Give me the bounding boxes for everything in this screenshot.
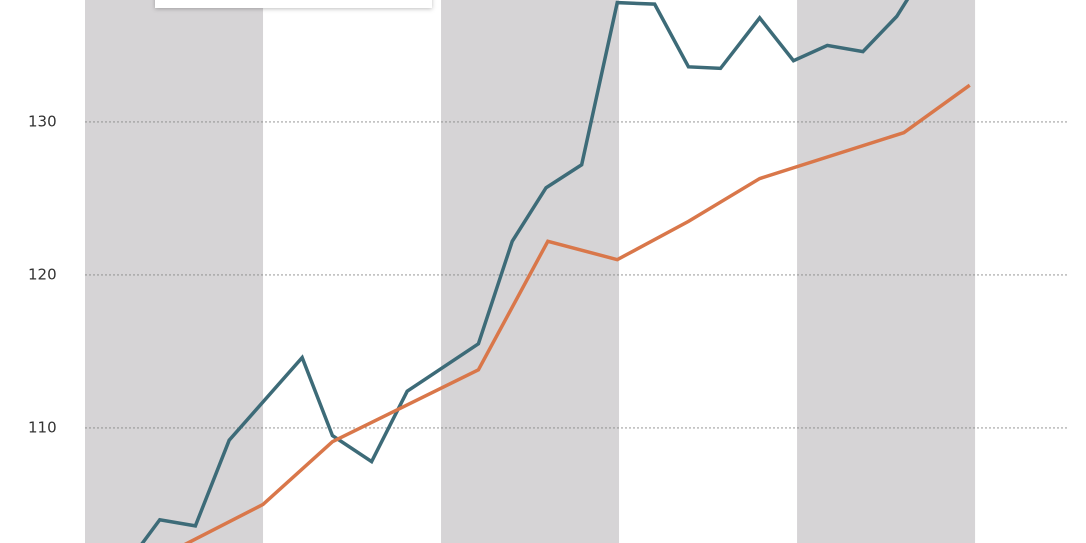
series-line	[140, 0, 910, 543]
y-tick-label: 130	[28, 112, 57, 130]
series-line	[183, 83, 971, 543]
y-tick-label: 120	[28, 265, 57, 283]
y-tick-label: 110	[28, 418, 57, 436]
lines	[140, 0, 971, 543]
grid: 110 120 130	[28, 112, 1068, 436]
shaded-band	[85, 0, 264, 543]
shaded-band	[797, 0, 976, 543]
legend-box	[155, 0, 432, 8]
